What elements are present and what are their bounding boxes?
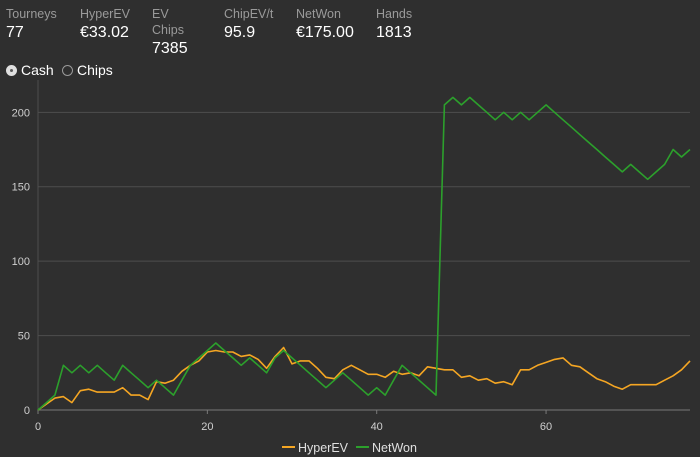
cash-radio-label: Cash <box>21 62 54 78</box>
series-line-netwon <box>37 96 691 411</box>
y-tick-label: 0 <box>24 405 30 417</box>
stat-value: €33.02 <box>80 24 129 41</box>
stat-netwon: NetWon €175.00 <box>296 6 354 44</box>
radio-selected-icon[interactable] <box>6 65 17 76</box>
y-tick-label: 200 <box>12 107 30 119</box>
radio-unselected-icon[interactable] <box>62 65 73 76</box>
stat-value: 7385 <box>152 40 188 57</box>
stat-tourneys: Tourneys 77 <box>6 6 57 44</box>
x-tick-label: 60 <box>540 421 552 433</box>
y-tick-label: 100 <box>12 256 30 268</box>
chart-legend: HyperEV NetWon <box>0 441 700 457</box>
chips-radio-label: Chips <box>77 62 113 78</box>
series-line-hyperev <box>37 346 691 411</box>
stat-label: Hands <box>376 7 413 21</box>
y-tick-label: 150 <box>12 182 30 194</box>
stat-label: EV Chips <box>152 7 184 37</box>
stat-label: ChipEV/t <box>224 7 274 21</box>
stat-hands: Hands 1813 <box>376 6 412 44</box>
legend-swatch-hyperev <box>282 446 295 448</box>
stat-chipev-per-t: ChipEV/t 95.9 <box>224 6 273 44</box>
stat-hyperev: HyperEV €33.02 <box>80 6 130 44</box>
legend-label-netwon: NetWon <box>372 441 417 455</box>
legend-item-hyperev[interactable]: HyperEV <box>282 441 348 455</box>
x-tick-label: 40 <box>371 421 383 433</box>
stat-label: HyperEV <box>80 7 131 21</box>
chips-radio-option[interactable]: Chips <box>62 61 113 79</box>
stat-value: 1813 <box>376 24 412 41</box>
stat-value: 77 <box>6 24 24 41</box>
y-tick-label: 50 <box>18 331 30 343</box>
x-tick-label: 20 <box>201 421 213 433</box>
stat-ev-chips: EV Chips 7385 <box>152 6 188 60</box>
stat-label: NetWon <box>296 7 341 21</box>
legend-item-netwon[interactable]: NetWon <box>356 441 417 455</box>
x-tick-label: 0 <box>35 421 41 433</box>
stat-value: 95.9 <box>224 24 256 41</box>
cash-radio-option[interactable]: Cash <box>6 61 54 79</box>
stat-label: Tourneys <box>6 7 57 21</box>
legend-label-hyperev: HyperEV <box>298 441 349 455</box>
stat-value: €175.00 <box>296 24 354 41</box>
legend-swatch-netwon <box>356 446 369 448</box>
